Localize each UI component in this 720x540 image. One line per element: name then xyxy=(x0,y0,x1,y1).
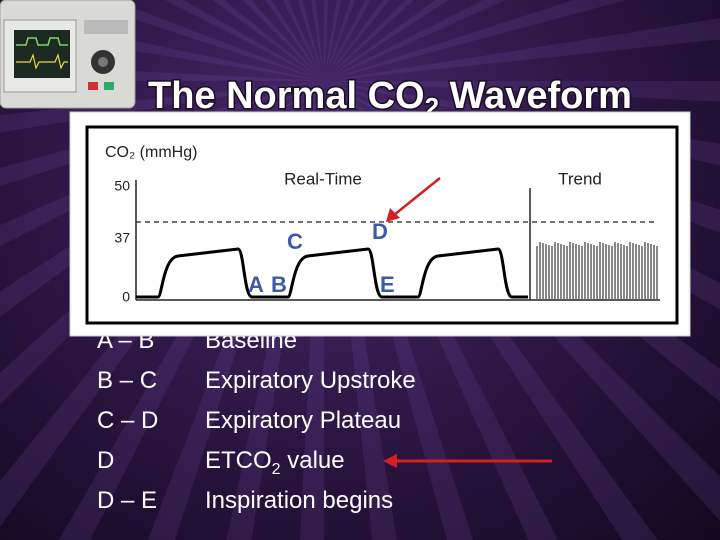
row-range: D xyxy=(97,447,114,474)
legend-table: A – B Baseline B – C Expiratory Upstroke… xyxy=(97,327,416,514)
waveform xyxy=(136,247,528,299)
etco2-arrow xyxy=(383,454,552,468)
row-meaning: Expiratory Upstroke xyxy=(205,367,416,394)
row-meaning: Expiratory Plateau xyxy=(205,407,401,434)
d-arrow xyxy=(386,177,441,222)
real-time-label: Real-Time xyxy=(284,169,362,188)
row-tail: value xyxy=(281,447,345,474)
row-range: D – E xyxy=(97,487,157,514)
slide-title: The Normal CO2 Waveform xyxy=(148,75,632,122)
row-meaning: ETCO2 value xyxy=(205,447,345,478)
row-range: C – D xyxy=(97,407,158,434)
row-subscript: 2 xyxy=(272,461,281,478)
title-text: The Normal CO xyxy=(148,75,425,117)
phase-letter: A xyxy=(248,272,264,297)
phase-letters: A B C D E xyxy=(248,219,395,297)
trend-bars xyxy=(536,242,658,299)
title-tail: Waveform xyxy=(439,75,632,117)
trend-label: Trend xyxy=(558,169,602,188)
phase-letter: E xyxy=(380,272,395,297)
capnogram-figure: CO₂ (mmHg) 50 37 0 Real-Time Trend A B C… xyxy=(69,111,691,337)
row-text: ETCO xyxy=(205,447,272,474)
row-range: B – C xyxy=(97,367,157,394)
y-tick-label: 50 xyxy=(114,178,130,194)
y-tick-label: 0 xyxy=(122,289,130,305)
y-axis-label: CO₂ (mmHg) xyxy=(105,144,197,161)
phase-letter: C xyxy=(287,229,303,254)
phase-letter: D xyxy=(372,219,388,244)
row-meaning: Inspiration begins xyxy=(205,487,393,514)
phase-letter: B xyxy=(271,272,287,297)
monitor-illustration xyxy=(0,0,136,109)
y-tick-label: 37 xyxy=(114,230,130,246)
